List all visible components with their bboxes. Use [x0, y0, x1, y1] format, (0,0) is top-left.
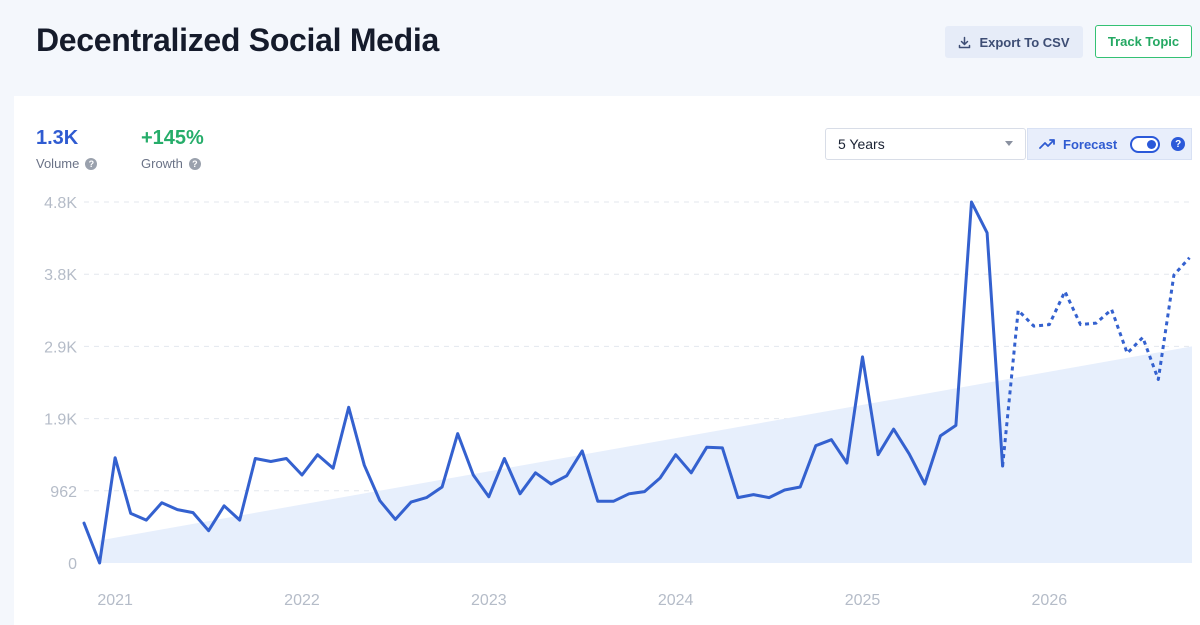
trend-area	[99, 346, 1193, 563]
volume-label: Volume	[36, 156, 80, 171]
trend-up-icon	[1039, 139, 1055, 149]
x-tick-label: 2026	[1032, 592, 1068, 609]
y-tick-label: 4.8K	[44, 195, 77, 212]
help-icon[interactable]: ?	[188, 157, 201, 170]
export-csv-button[interactable]: Export To CSV	[945, 26, 1083, 58]
growth-value: +145%	[141, 127, 204, 149]
x-tick-label: 2021	[97, 592, 133, 609]
x-tick-label: 2024	[658, 592, 694, 609]
growth-stat: +145% Growth ?	[141, 127, 204, 171]
help-icon[interactable]: ?	[85, 157, 98, 170]
forecast-control: Forecast ?	[1027, 128, 1192, 160]
volume-line	[82, 200, 1005, 565]
question-icon[interactable]: ?	[1171, 137, 1186, 151]
chevron-down-icon	[1005, 141, 1013, 146]
page-title: Decentralized Social Media	[36, 22, 440, 58]
growth-label: Growth	[141, 156, 183, 171]
time-range-value: 5 Years	[838, 136, 885, 152]
y-tick-label: 3.8K	[44, 267, 77, 284]
y-tick-label: 1.9K	[44, 412, 77, 429]
download-icon	[959, 36, 971, 48]
x-tick-label: 2023	[471, 592, 507, 609]
x-tick-label: 2022	[284, 592, 320, 609]
time-range-select[interactable]: 5 Years	[825, 128, 1026, 160]
track-topic-button[interactable]: Track Topic	[1095, 25, 1192, 58]
volume-value: 1.3K	[36, 127, 79, 149]
forecast-line	[1001, 256, 1191, 467]
volume-stat: 1.3K Volume ?	[36, 127, 98, 171]
y-tick-label: 0	[68, 556, 77, 573]
export-csv-label: Export To CSV	[979, 34, 1070, 50]
toggle-knob	[1147, 139, 1157, 149]
track-topic-label: Track Topic	[1107, 34, 1180, 49]
x-tick-label: 2025	[845, 592, 881, 609]
y-tick-label: 2.9K	[44, 339, 77, 356]
forecast-toggle[interactable]	[1130, 135, 1161, 153]
y-tick-label: 962	[50, 484, 77, 501]
forecast-label: Forecast	[1063, 136, 1118, 152]
